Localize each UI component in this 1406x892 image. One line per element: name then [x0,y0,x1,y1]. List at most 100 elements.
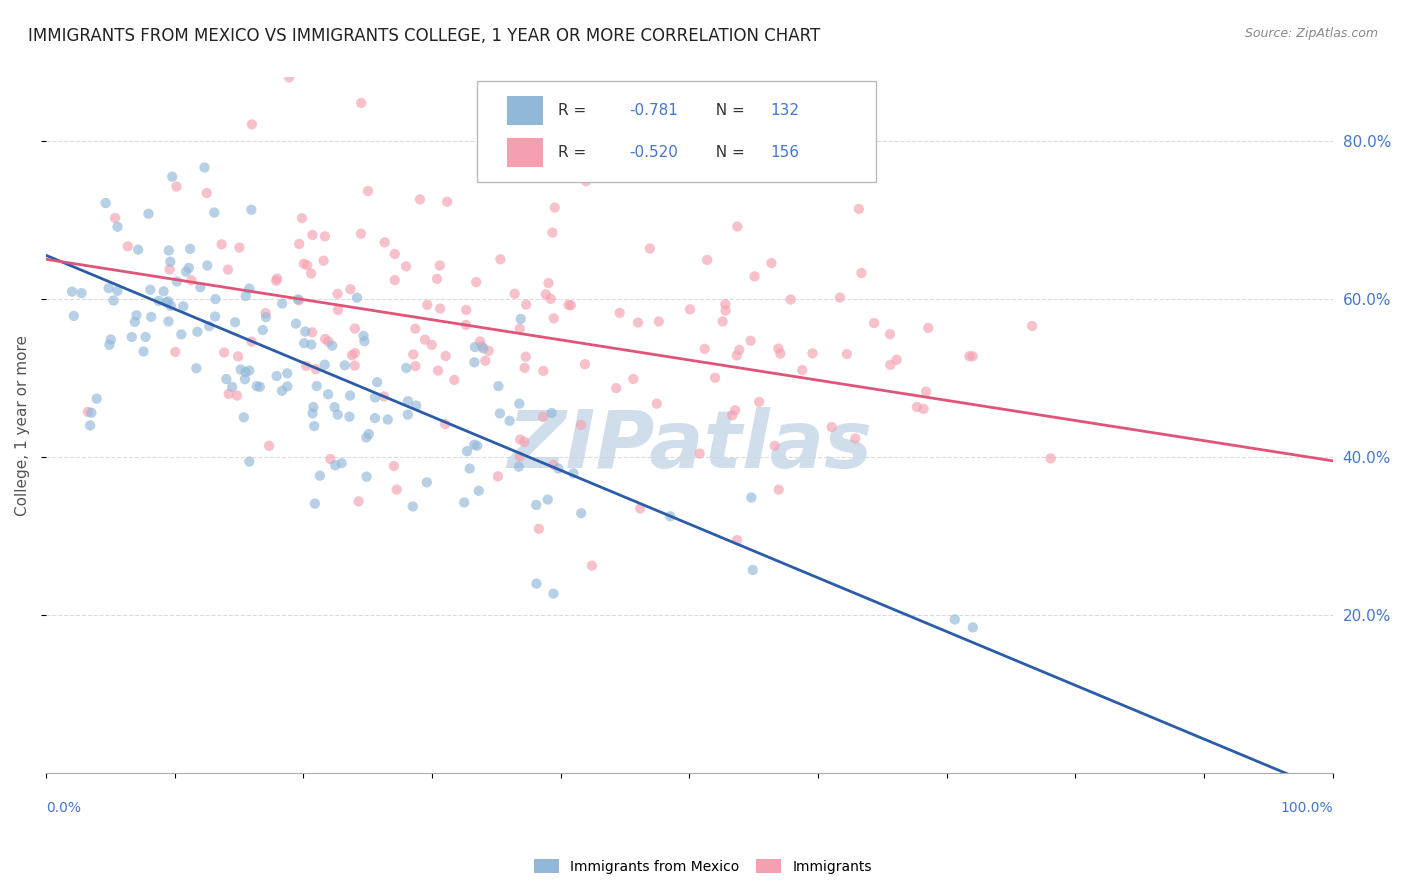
Point [463,438,485,452]
Point [235,289,257,303]
Point [962,349,984,363]
Point [886,352,908,367]
Point [339,409,361,424]
Point [107,219,129,234]
Point [384,247,406,261]
Point [416,298,439,312]
Point [382,458,405,473]
Point [107,284,129,298]
Point [157,314,180,328]
Point [339,282,361,296]
Point [540,406,562,420]
Bar [506,95,543,125]
Point [879,327,901,342]
Point [165,344,187,359]
Point [249,380,271,394]
Point [943,612,966,626]
Point [693,342,716,356]
Point [574,357,596,371]
Point [228,241,250,255]
Point [159,254,181,268]
Point [285,317,308,331]
Point [301,326,323,340]
Point [509,433,531,447]
Point [962,620,984,634]
Point [544,201,567,215]
Point [292,257,315,271]
Point [429,259,451,273]
Point [233,372,256,386]
Point [465,439,488,453]
Text: 156: 156 [770,145,800,160]
Text: ZIPatlas: ZIPatlas [508,407,872,485]
Point [560,298,582,312]
Point [159,299,181,313]
Point [474,353,496,368]
Point [711,314,734,328]
Point [350,227,373,241]
Point [486,469,509,483]
Point [80,406,103,420]
Point [202,205,225,219]
Point [271,384,294,398]
Point [547,461,569,475]
Point [240,117,263,131]
Point [218,387,240,401]
Point [912,401,935,416]
Point [232,410,254,425]
Point [177,260,200,275]
Point [458,461,481,475]
Text: -0.781: -0.781 [628,103,678,118]
Point [468,334,491,349]
Point [740,491,762,505]
Point [821,420,844,434]
Point [1039,451,1062,466]
Point [364,411,387,425]
Point [139,283,162,297]
Point [748,395,770,409]
Point [863,316,886,330]
Point [396,394,419,409]
Point [357,427,380,442]
Point [162,169,184,184]
Point [374,235,396,250]
Point [405,399,427,413]
Point [761,256,783,270]
Point [276,366,298,380]
Point [562,467,585,481]
Bar [506,138,543,167]
Point [159,262,181,277]
Point [217,262,239,277]
Point [704,370,727,384]
Point [121,330,143,344]
Point [323,400,346,414]
Point [343,359,366,373]
Text: N =: N = [706,145,749,160]
Point [689,446,711,460]
Point [605,381,627,395]
Point [179,242,201,256]
Point [527,522,550,536]
Point [287,293,309,307]
Point [454,318,477,332]
Point [531,409,554,424]
Point [427,363,450,377]
Point [638,242,661,256]
Point [339,388,361,402]
Point [744,269,766,284]
Point [299,267,322,281]
Point [768,342,790,356]
Point [486,379,509,393]
Point [305,362,328,376]
Point [135,330,157,344]
Point [195,186,218,200]
Point [172,299,194,313]
Point [725,349,748,363]
Text: Source: ZipAtlas.com: Source: ZipAtlas.com [1244,27,1378,40]
Point [350,95,373,110]
Point [648,314,671,328]
Point [420,338,443,352]
Point [508,397,530,411]
Point [679,302,702,317]
Point [257,439,280,453]
